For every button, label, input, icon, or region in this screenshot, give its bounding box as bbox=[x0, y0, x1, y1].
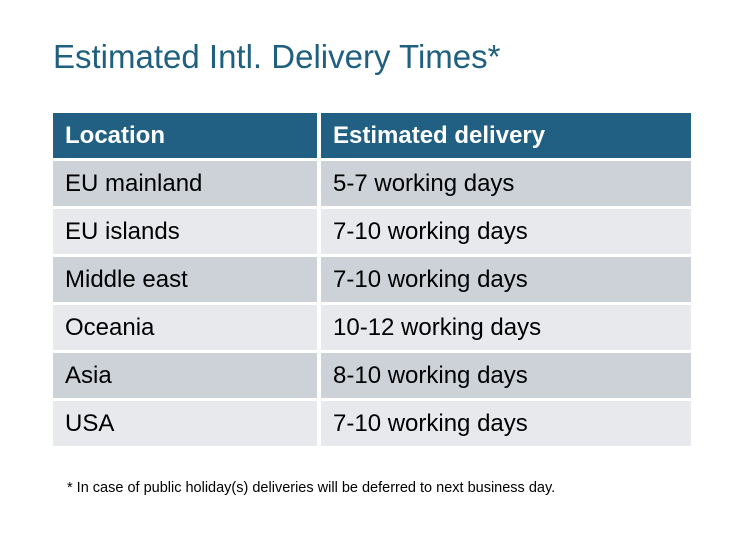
location-cell: EU islands bbox=[53, 209, 321, 254]
location-cell: USA bbox=[53, 401, 321, 446]
table-row: EU islands 7-10 working days bbox=[53, 209, 691, 254]
location-cell: Middle east bbox=[53, 257, 321, 302]
column-header-estimated-delivery: Estimated delivery bbox=[321, 113, 691, 158]
delivery-cell: 10-12 working days bbox=[321, 305, 691, 350]
table-header-row: Location Estimated delivery bbox=[53, 113, 691, 158]
delivery-times-table: Location Estimated delivery EU mainland 5… bbox=[53, 110, 691, 449]
delivery-cell: 8-10 working days bbox=[321, 353, 691, 398]
location-cell: Asia bbox=[53, 353, 321, 398]
location-cell: Oceania bbox=[53, 305, 321, 350]
table-row: Oceania 10-12 working days bbox=[53, 305, 691, 350]
location-cell: EU mainland bbox=[53, 161, 321, 206]
footnote: * In case of public holiday(s) deliverie… bbox=[67, 480, 556, 496]
delivery-cell: 7-10 working days bbox=[321, 401, 691, 446]
table-row: USA 7-10 working days bbox=[53, 401, 691, 446]
delivery-cell: 7-10 working days bbox=[321, 257, 691, 302]
table-row: Middle east 7-10 working days bbox=[53, 257, 691, 302]
delivery-cell: 5-7 working days bbox=[321, 161, 691, 206]
page-title: Estimated Intl. Delivery Times* bbox=[53, 38, 501, 75]
table-row: Asia 8-10 working days bbox=[53, 353, 691, 398]
table-row: EU mainland 5-7 working days bbox=[53, 161, 691, 206]
column-header-location: Location bbox=[53, 113, 321, 158]
delivery-cell: 7-10 working days bbox=[321, 209, 691, 254]
